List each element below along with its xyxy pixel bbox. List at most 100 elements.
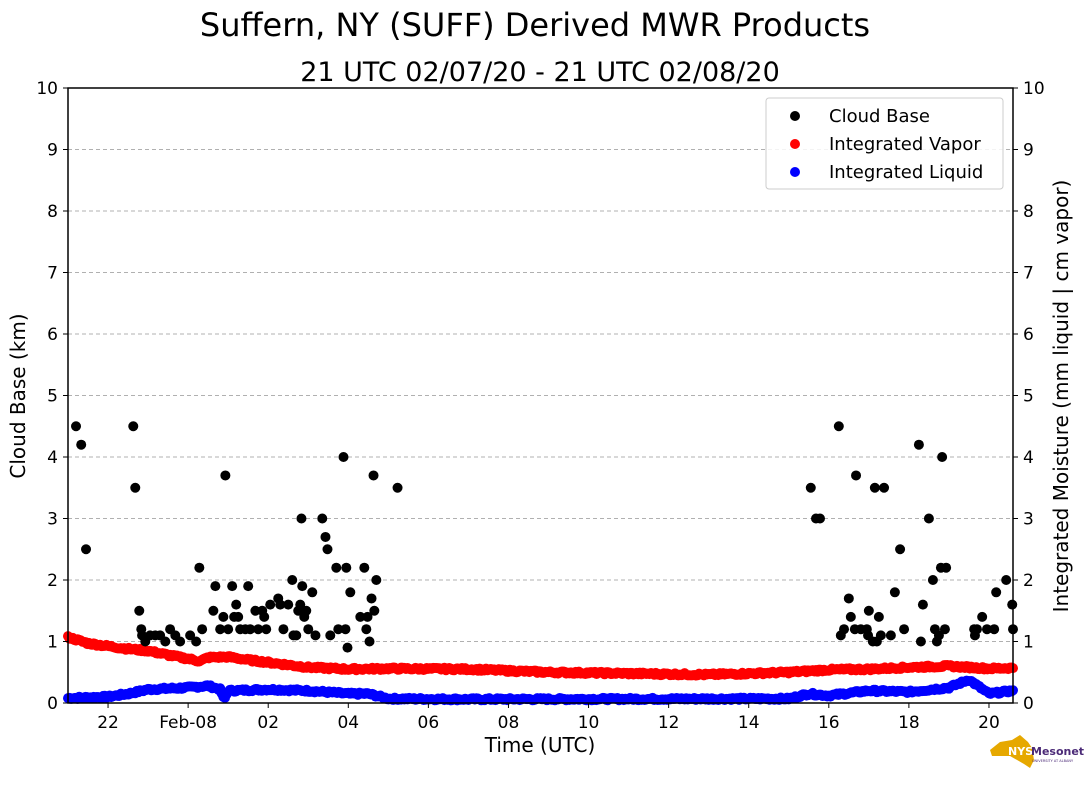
x-tick-label: 20 bbox=[978, 713, 1000, 733]
data-point bbox=[361, 624, 372, 635]
legend-marker-cloud-base bbox=[790, 111, 800, 121]
data-point bbox=[355, 611, 366, 622]
x-tick-label: 02 bbox=[257, 713, 279, 733]
data-point bbox=[981, 624, 992, 635]
data-point bbox=[338, 452, 349, 462]
data-point bbox=[885, 630, 896, 641]
data-point bbox=[366, 593, 377, 604]
data-point bbox=[331, 562, 342, 573]
legend: Cloud Base Integrated Vapor Integrated L… bbox=[765, 97, 1004, 190]
data-point bbox=[283, 599, 294, 610]
y-tick-label: 0 bbox=[47, 694, 58, 714]
data-point bbox=[265, 599, 276, 610]
data-point bbox=[875, 630, 886, 641]
x-tick-label: Feb-08 bbox=[159, 713, 217, 733]
data-point bbox=[275, 599, 286, 610]
chart-title: Suffern, NY (SUFF) Derived MWR Products bbox=[200, 6, 870, 44]
data-point bbox=[843, 593, 854, 604]
x-tick-label: 04 bbox=[337, 713, 359, 733]
data-point bbox=[310, 630, 321, 641]
y-tick-label-right: 8 bbox=[1023, 202, 1034, 222]
data-point bbox=[233, 611, 244, 622]
x-tick-label: 18 bbox=[898, 713, 920, 733]
y-axis-label-right: Integrated Moisture (mm liquid | cm vapo… bbox=[1049, 180, 1073, 613]
x-tick-label: 08 bbox=[498, 713, 520, 733]
y-tick-label-right: 9 bbox=[1023, 141, 1034, 161]
series-cloud-base bbox=[71, 421, 1018, 653]
data-point bbox=[989, 624, 1000, 635]
legend-label-cloud-base: Cloud Base bbox=[829, 106, 930, 127]
data-point bbox=[191, 636, 202, 647]
x-tick-label: 16 bbox=[818, 713, 840, 733]
data-point bbox=[915, 636, 926, 647]
data-point bbox=[364, 636, 375, 647]
data-point bbox=[863, 605, 874, 616]
data-point bbox=[839, 624, 850, 635]
data-point bbox=[814, 513, 825, 524]
data-point bbox=[322, 544, 333, 555]
data-point bbox=[71, 421, 82, 432]
y-tick-label: 10 bbox=[36, 79, 58, 99]
data-point bbox=[971, 624, 982, 635]
data-point bbox=[160, 636, 171, 647]
data-point bbox=[303, 624, 314, 635]
data-point bbox=[227, 581, 238, 592]
data-point bbox=[253, 624, 264, 635]
x-tick-label: 06 bbox=[418, 713, 440, 733]
data-point bbox=[923, 513, 934, 524]
y-tick-label-right: 1 bbox=[1023, 633, 1034, 653]
y-tick-label: 9 bbox=[47, 141, 58, 161]
series-integrated-vapor bbox=[63, 631, 1018, 681]
data-point bbox=[220, 470, 231, 481]
y-tick-label: 1 bbox=[47, 633, 58, 653]
data-point bbox=[369, 605, 380, 616]
data-point bbox=[194, 562, 205, 573]
data-point bbox=[1001, 575, 1012, 585]
x-tick-label: 14 bbox=[738, 713, 760, 733]
data-point bbox=[128, 421, 139, 432]
y-tick-label-right: 3 bbox=[1023, 510, 1034, 530]
data-point bbox=[359, 562, 370, 573]
data-point bbox=[362, 611, 373, 622]
legend-marker-integrated-vapor bbox=[790, 139, 800, 149]
y-tick-label-right: 2 bbox=[1023, 571, 1034, 591]
data-point bbox=[392, 482, 403, 493]
data-point bbox=[317, 513, 328, 524]
data-point bbox=[245, 624, 256, 635]
data-point bbox=[223, 624, 234, 635]
data-point bbox=[231, 599, 242, 610]
data-point bbox=[320, 531, 331, 542]
data-point bbox=[977, 611, 988, 622]
data-point bbox=[215, 624, 226, 635]
data-point bbox=[889, 587, 900, 598]
data-point bbox=[81, 544, 92, 555]
data-point bbox=[833, 421, 844, 432]
y-tick-label-right: 7 bbox=[1023, 264, 1034, 284]
y-tick-label: 7 bbox=[47, 264, 58, 284]
nys-mesonet-logo: NYS Mesonet UNIVERSITY AT ALBANY bbox=[990, 735, 1084, 768]
data-point bbox=[941, 562, 952, 573]
y-tick-label-right: 4 bbox=[1023, 448, 1034, 468]
data-point bbox=[208, 605, 219, 616]
data-point bbox=[301, 605, 312, 616]
chart-subtitle: 21 UTC 02/07/20 - 21 UTC 02/08/20 bbox=[300, 57, 780, 88]
y-tick-label: 5 bbox=[47, 387, 58, 407]
svg-text:NYS: NYS bbox=[1008, 745, 1033, 758]
data-point bbox=[130, 482, 141, 493]
svg-text:UNIVERSITY AT ALBANY: UNIVERSITY AT ALBANY bbox=[1032, 759, 1074, 763]
y-tick-label-right: 0 bbox=[1023, 694, 1034, 714]
y-tick-label: 4 bbox=[47, 448, 58, 468]
data-point bbox=[291, 630, 302, 641]
svg-text:Mesonet: Mesonet bbox=[1031, 745, 1084, 758]
data-point bbox=[185, 630, 196, 641]
data-point bbox=[913, 439, 924, 450]
x-tick-label: 10 bbox=[578, 713, 600, 733]
data-point bbox=[879, 482, 890, 493]
x-tick-label: 22 bbox=[97, 713, 119, 733]
data-point bbox=[917, 599, 928, 610]
legend-label-integrated-liquid: Integrated Liquid bbox=[829, 162, 983, 183]
data-point bbox=[259, 611, 270, 622]
y-tick-label-right: 6 bbox=[1023, 325, 1034, 345]
data-point bbox=[218, 611, 229, 622]
